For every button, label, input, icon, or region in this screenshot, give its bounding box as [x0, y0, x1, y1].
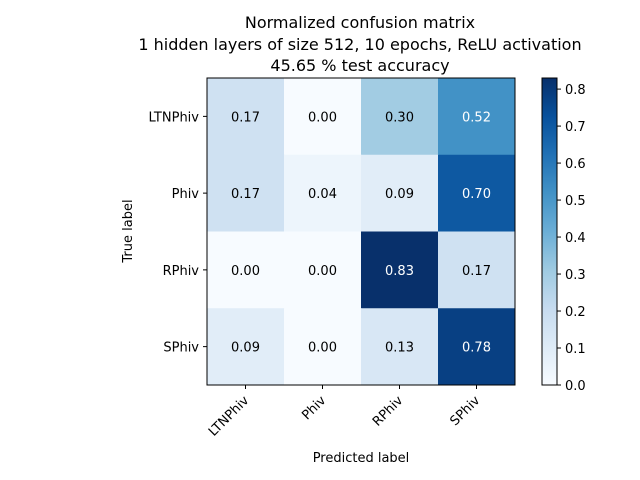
colorbar: 0.0 0.1 0.2 0.3 0.4 0.5 0.6 0.7 0.8	[541, 77, 586, 394]
chart-title-line-2: 1 hidden layers of size 512, 10 epochs, …	[138, 35, 581, 54]
heatmap-cell	[438, 308, 516, 386]
cell-value-label: 0.30	[385, 110, 414, 125]
x-tick-label: LTNPhiv	[206, 393, 253, 440]
heatmap-cell	[361, 78, 439, 156]
y-axis-label: True label	[121, 199, 136, 263]
x-axis-label: Predicted label	[313, 451, 410, 466]
y-tick-label: SPhiv	[163, 341, 199, 356]
x-tick-label: RPhiv	[370, 393, 407, 430]
cell-value-label: 0.09	[231, 341, 260, 356]
heatmap-cell	[207, 231, 285, 309]
heatmap-cell	[207, 308, 285, 386]
heatmap-cell	[361, 308, 439, 386]
chart-title-line-1: Normalized confusion matrix	[245, 13, 475, 32]
y-tick-label: LTNPhiv	[148, 110, 199, 125]
x-tick-label: Phiv	[299, 393, 329, 423]
chart-title-line-3: 45.65 % test accuracy	[270, 56, 449, 75]
chart-title: Normalized confusion matrix 1 hidden lay…	[138, 13, 581, 75]
heatmap-cell	[207, 78, 285, 156]
cell-value-label: 0.00	[308, 110, 337, 125]
cell-value-label: 0.00	[308, 264, 337, 279]
heatmap-cell	[284, 308, 362, 386]
cell-value-label: 0.78	[462, 341, 491, 356]
heatmap-cells	[207, 78, 516, 386]
heatmap-cell	[207, 154, 285, 232]
heatmap-cell-labels: 0.17 0.00 0.30 0.52 0.17 0.04 0.09 0.70 0.00 0.00…	[231, 110, 491, 355]
cell-value-label: 0.70	[462, 187, 491, 202]
heatmap-cell	[438, 154, 516, 232]
cell-value-label: 0.52	[462, 110, 491, 125]
y-tick-label: RPhiv	[163, 264, 200, 279]
heatmap-cell	[438, 231, 516, 309]
cell-value-label: 0.04	[308, 187, 337, 202]
colorbar-tick-label: 0.0	[565, 379, 586, 394]
colorbar-tick-label: 0.8	[565, 83, 586, 98]
colorbar-tick-label: 0.3	[565, 268, 586, 283]
colorbar-tick-label: 0.2	[565, 305, 586, 320]
cell-value-label: 0.00	[231, 264, 260, 279]
colorbar-tick-label: 0.7	[565, 120, 586, 135]
cell-value-label: 0.17	[231, 187, 260, 202]
y-tick-label: Phiv	[172, 187, 200, 202]
heatmap-cell	[361, 231, 439, 309]
heatmap-cell	[284, 231, 362, 309]
colorbar-tick-label: 0.6	[565, 157, 586, 172]
heatmap-cell	[284, 78, 362, 156]
colorbar-tick-label: 0.4	[565, 231, 586, 246]
cell-value-label: 0.17	[462, 264, 491, 279]
heatmap-cell	[284, 154, 362, 232]
colorbar-ticks: 0.0 0.1 0.2 0.3 0.4 0.5 0.6 0.7 0.8	[557, 83, 586, 394]
colorbar-gradient	[542, 78, 557, 385]
cell-value-label: 0.17	[231, 110, 260, 125]
heatmap-cell	[438, 78, 516, 156]
heatmap-cell	[361, 154, 439, 232]
colorbar-tick-label: 0.1	[565, 342, 586, 357]
colorbar-tick-label: 0.5	[565, 194, 586, 209]
cell-value-label: 0.09	[385, 187, 414, 202]
x-axis-ticks: LTNPhiv Phiv RPhiv SPhiv	[206, 385, 484, 440]
cell-value-label: 0.83	[385, 264, 414, 279]
heatmap-frame	[206, 77, 516, 386]
cell-value-label: 0.00	[308, 341, 337, 356]
y-axis-ticks: LTNPhiv Phiv RPhiv SPhiv	[148, 110, 207, 356]
colorbar-frame	[541, 77, 558, 386]
cell-value-label: 0.13	[385, 341, 414, 356]
x-tick-label: SPhiv	[448, 393, 484, 429]
